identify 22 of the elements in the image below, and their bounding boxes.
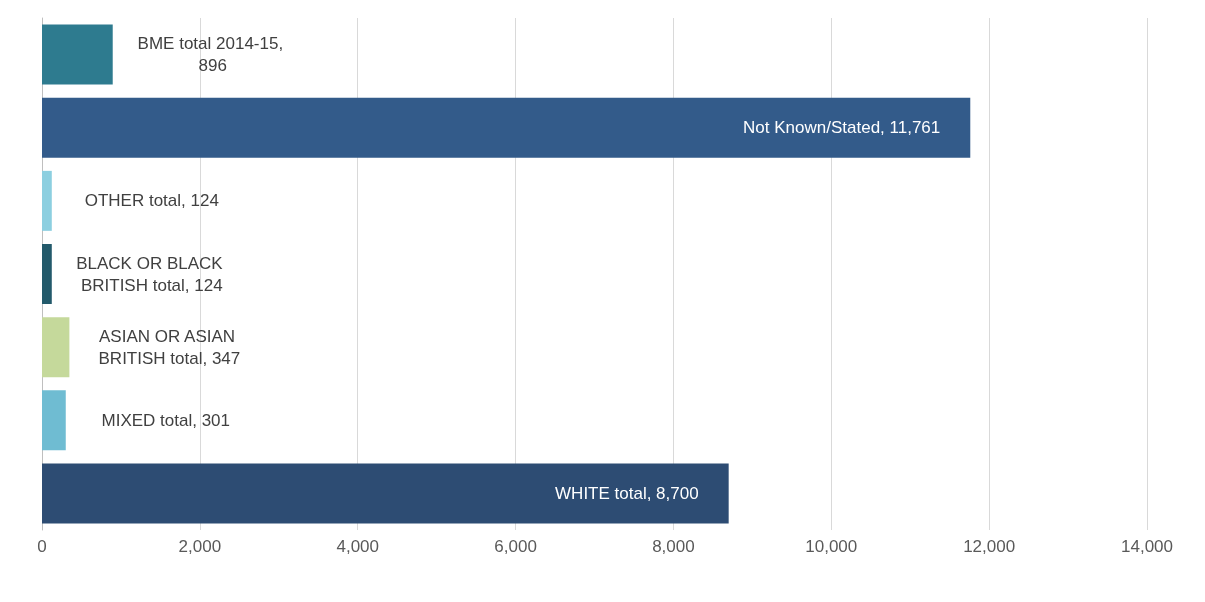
x-tick-label: 8,000: [652, 537, 695, 556]
x-tick-label: 10,000: [805, 537, 858, 556]
x-tick-label: 12,000: [963, 537, 1016, 556]
data-label: MIXED total, 301: [101, 410, 231, 430]
data-label: WHITE total, 8,700: [555, 483, 699, 503]
data-label: Not Known/Stated, 11,761: [743, 118, 941, 138]
x-tick-label: 6,000: [494, 537, 537, 556]
data-label: BLACK OR BLACK BRITISH total, 124: [76, 253, 228, 295]
x-tick-label: 2,000: [178, 537, 222, 556]
x-tick-label: 4,000: [336, 537, 379, 556]
bar: [42, 244, 52, 304]
bar: [42, 463, 729, 524]
bar: [42, 317, 70, 378]
data-label: ASIAN OR ASIAN BRITISH total, 347: [98, 326, 241, 368]
data-label: BME total 2014-15, 896: [137, 34, 288, 76]
data-label: OTHER total, 124: [84, 191, 219, 211]
x-tick-label: 0: [37, 537, 47, 556]
bar: [42, 390, 66, 451]
bar: [42, 24, 113, 85]
bar: [42, 170, 52, 231]
x-tick-label: 14,000: [1121, 537, 1173, 556]
bar: [42, 97, 971, 158]
